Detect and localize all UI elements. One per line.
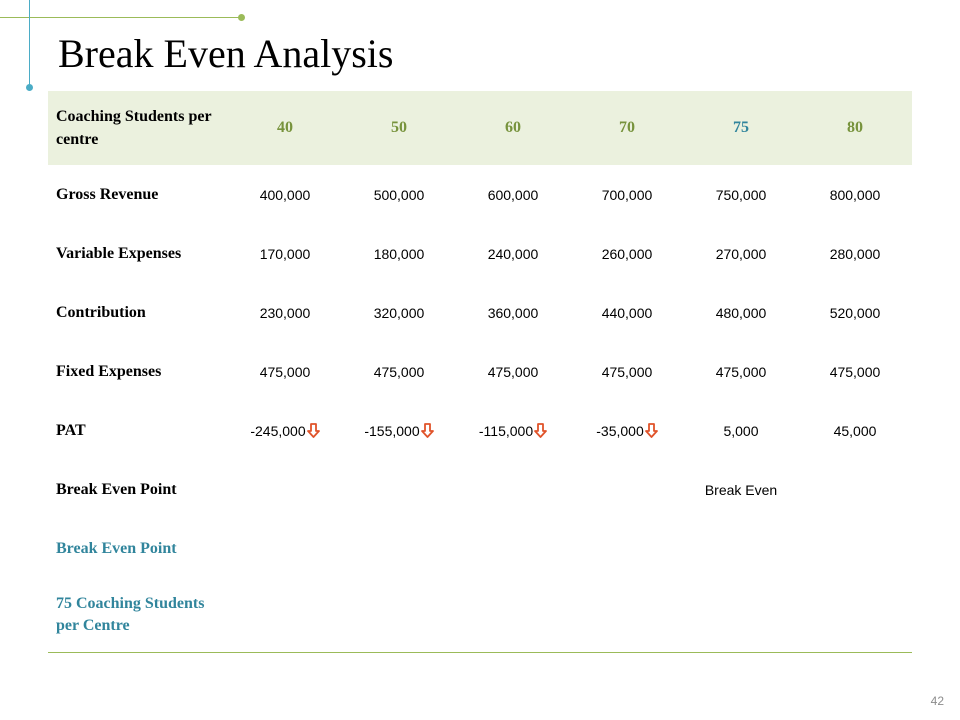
- table-cell: 475,000: [601, 363, 653, 380]
- table-cell: 280,000: [829, 245, 881, 262]
- table-cell-positive: 5,000: [723, 422, 759, 439]
- column-header: 80: [798, 91, 912, 165]
- down-arrow-icon: [420, 422, 434, 438]
- table-cell: 320,000: [373, 304, 425, 321]
- table-cell: 180,000: [373, 245, 425, 262]
- table-row: Contribution 230,000 320,000 360,000 440…: [48, 283, 912, 342]
- table-cell: 475,000: [829, 363, 881, 380]
- table-cell: [570, 578, 684, 653]
- table-cell: 700,000: [601, 186, 653, 203]
- table-cell: 400,000: [259, 186, 311, 203]
- table-cell: 750,000: [715, 186, 767, 203]
- column-header: 75: [684, 91, 798, 165]
- table-cell: 480,000: [715, 304, 767, 321]
- table-cell: 500,000: [373, 186, 425, 203]
- table-cell: [342, 519, 456, 578]
- table-cell: 170,000: [259, 245, 311, 262]
- down-arrow-icon: [306, 422, 320, 438]
- table-header-row: Coaching Students per centre 40 50 60 70…: [48, 91, 912, 165]
- table-cell-negative: -155,000: [342, 401, 456, 460]
- table-cell: 800,000: [829, 186, 881, 203]
- row-label: PAT: [56, 421, 86, 439]
- table-cell: 475,000: [487, 363, 539, 380]
- page-title: Break Even Analysis: [58, 31, 394, 76]
- table-cell: 475,000: [715, 363, 767, 380]
- cell-value: -245,000: [250, 422, 306, 439]
- table-row: 75 Coaching Students per Centre: [48, 578, 912, 653]
- row-label: Break Even Point: [56, 539, 177, 557]
- cell-value: -155,000: [364, 422, 420, 439]
- row-label: Variable Expenses: [56, 244, 182, 262]
- table-cell: 260,000: [601, 245, 653, 262]
- table-cell-positive: 45,000: [833, 422, 877, 439]
- column-header: 50: [342, 91, 456, 165]
- table-cell: [228, 519, 342, 578]
- table-cell: 475,000: [259, 363, 311, 380]
- column-header: 70: [570, 91, 684, 165]
- table-cell-negative: -35,000: [570, 401, 684, 460]
- cell-value: -115,000: [478, 422, 534, 439]
- table-cell: [798, 460, 912, 519]
- table-cell: 240,000: [487, 245, 539, 262]
- row-label: Contribution: [56, 303, 146, 321]
- down-arrow-icon: [644, 422, 658, 438]
- table-row: Break Even Point Break Even: [48, 460, 912, 519]
- decorative-dot: [26, 84, 33, 91]
- decorative-line-vertical: [29, 0, 30, 86]
- decorative-line-horizontal: [0, 17, 242, 18]
- table-row: Break Even Point: [48, 519, 912, 578]
- row-label: Gross Revenue: [56, 185, 159, 203]
- break-even-table: Coaching Students per centre 40 50 60 70…: [48, 91, 912, 653]
- page-number: 42: [930, 694, 944, 708]
- table-cell: [798, 519, 912, 578]
- table-cell: [684, 519, 798, 578]
- table-cell: [456, 519, 570, 578]
- table-cell: [570, 460, 684, 519]
- table-cell: 360,000: [487, 304, 539, 321]
- cell-value: -35,000: [596, 422, 644, 439]
- break-even-marker: Break Even: [704, 481, 778, 498]
- table-cell-negative: -245,000: [228, 401, 342, 460]
- header-row-label: Coaching Students per centre: [48, 91, 228, 165]
- table-row-pat: PAT -245,000 -155,000 -115,000 -35,000 5…: [48, 401, 912, 460]
- table-cell: [228, 578, 342, 653]
- row-label: Fixed Expenses: [56, 362, 162, 380]
- table-row: Variable Expenses 170,000 180,000 240,00…: [48, 224, 912, 283]
- table-cell: [798, 578, 912, 653]
- column-header: 60: [456, 91, 570, 165]
- table-row: Gross Revenue 400,000 500,000 600,000 70…: [48, 165, 912, 224]
- row-label: 75 Coaching Students per Centre: [48, 578, 228, 653]
- table-cell: 270,000: [715, 245, 767, 262]
- table-cell: [684, 578, 798, 653]
- table-cell-negative: -115,000: [456, 401, 570, 460]
- table-cell: 600,000: [487, 186, 539, 203]
- table-cell: 440,000: [601, 304, 653, 321]
- table-cell: 520,000: [829, 304, 881, 321]
- column-header: 40: [228, 91, 342, 165]
- table-cell: 230,000: [259, 304, 311, 321]
- decorative-dot: [238, 14, 245, 21]
- table-cell: [570, 519, 684, 578]
- table-row: Fixed Expenses 475,000 475,000 475,000 4…: [48, 342, 912, 401]
- table-cell: 475,000: [373, 363, 425, 380]
- table-cell: [456, 578, 570, 653]
- table-cell: [228, 460, 342, 519]
- row-label: Break Even Point: [56, 480, 177, 498]
- table-cell: [342, 578, 456, 653]
- table-cell: [342, 460, 456, 519]
- down-arrow-icon: [534, 422, 548, 438]
- table-cell: [456, 460, 570, 519]
